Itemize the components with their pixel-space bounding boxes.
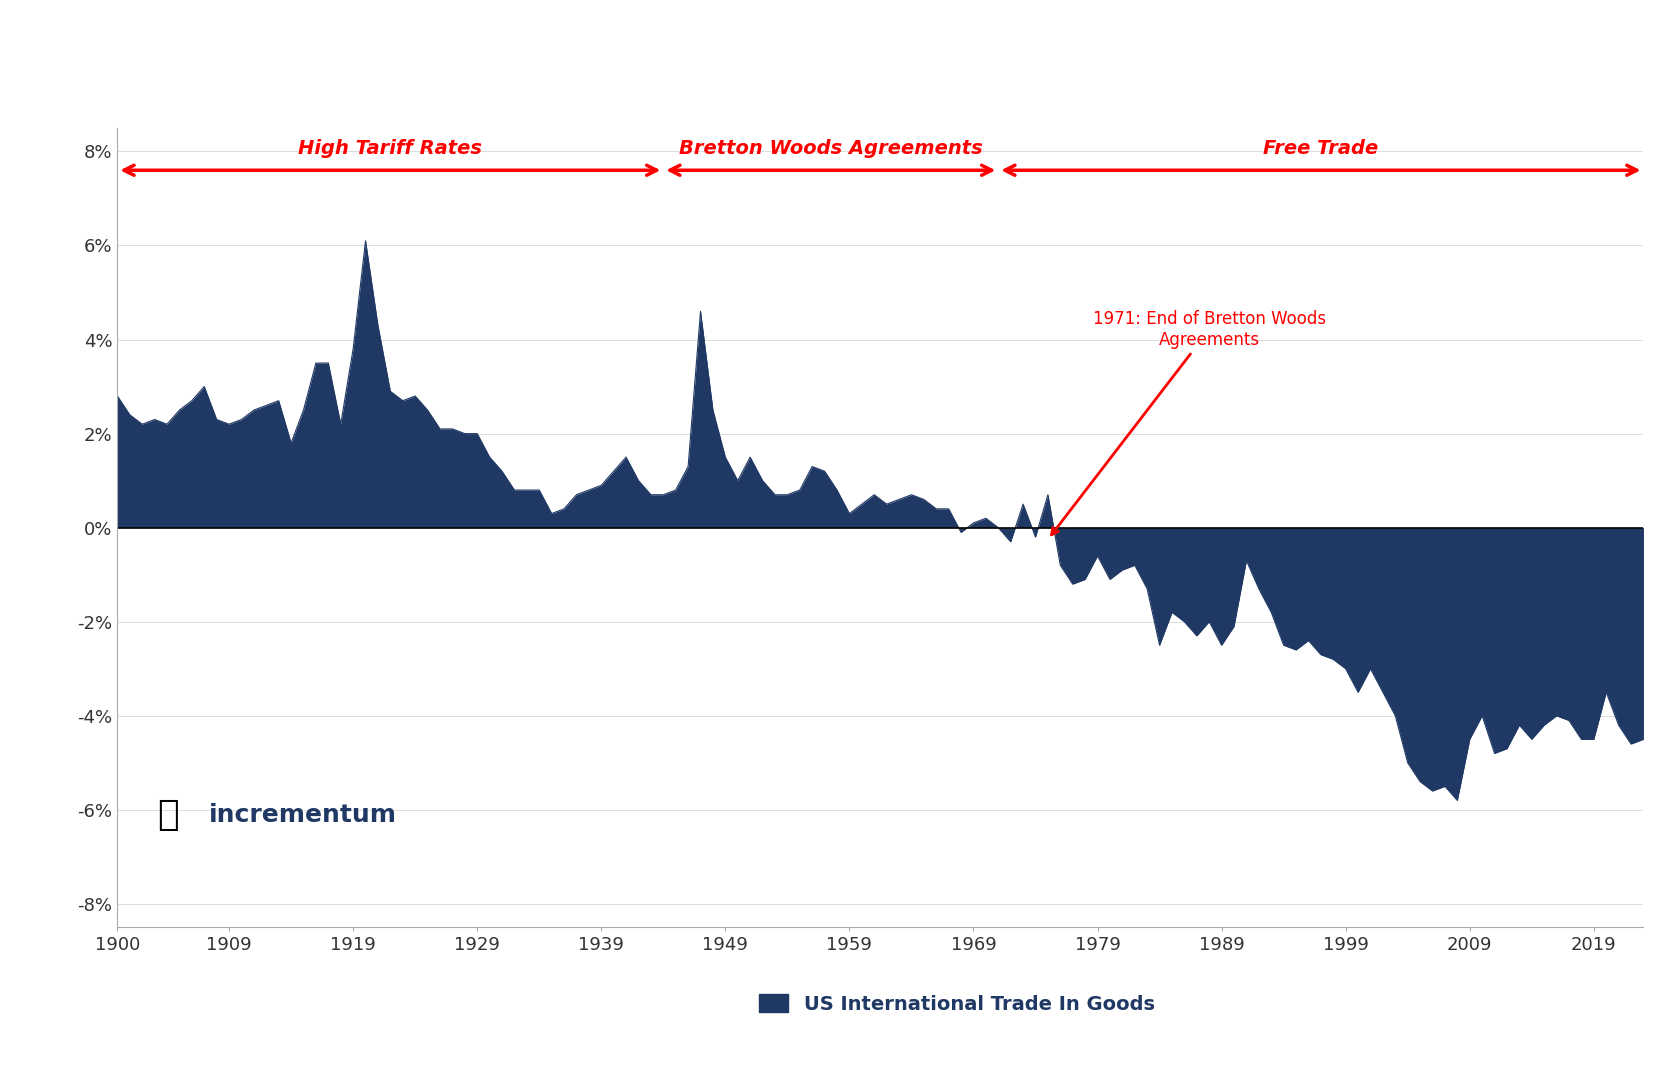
Text: 1971: End of Bretton Woods
Agreements: 1971: End of Bretton Woods Agreements	[1051, 310, 1327, 535]
Legend: US International Trade In Goods: US International Trade In Goods	[751, 987, 1162, 1021]
Text: High Tariff Rates: High Tariff Rates	[299, 140, 483, 159]
Text: Free Trade: Free Trade	[1263, 140, 1378, 159]
Text: incrementum: incrementum	[210, 804, 397, 827]
Text: Bretton Woods Agreements: Bretton Woods Agreements	[679, 140, 983, 159]
Text: 🌳: 🌳	[158, 798, 178, 833]
